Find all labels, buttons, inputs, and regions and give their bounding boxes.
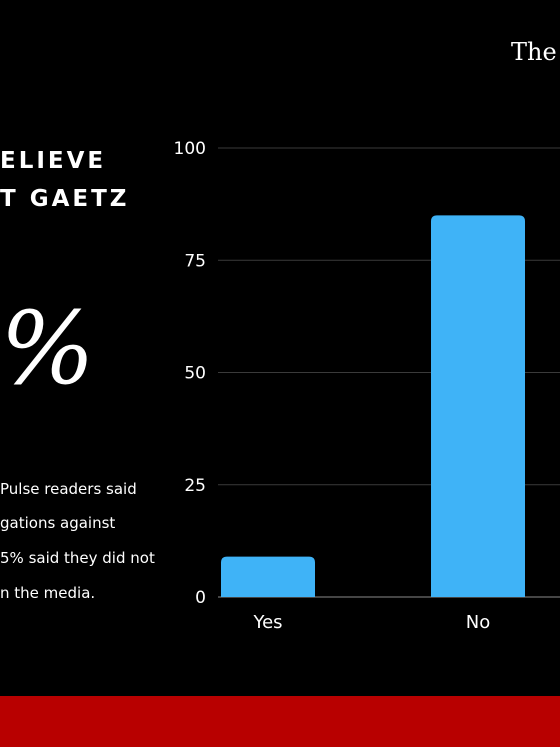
y-tick-label: 0 (195, 588, 206, 608)
summary-line-3: 5% said they did not (0, 549, 155, 567)
headline-line-2: T GAETZ (0, 186, 130, 212)
headline-line-1: ELIEVE (0, 148, 107, 174)
summary-line-1: Pulse readers said (0, 480, 137, 498)
brand-name: The (511, 38, 557, 66)
big-percentage: % (0, 290, 96, 407)
footer-band (0, 696, 560, 747)
y-tick-label: 75 (184, 251, 206, 271)
x-tick-label: No (466, 612, 490, 633)
y-tick-label: 100 (174, 139, 206, 159)
summary-line-4: n the media. (0, 584, 96, 602)
x-tick-label: Yes (252, 612, 282, 633)
bar-chart: 0 25 50 75 100 Yes No (174, 139, 560, 633)
summary-line-2: gations against (0, 514, 116, 532)
bar-yes (221, 556, 315, 597)
y-tick-label: 50 (184, 364, 206, 384)
bar-no (431, 215, 525, 597)
y-tick-label: 25 (184, 476, 206, 496)
